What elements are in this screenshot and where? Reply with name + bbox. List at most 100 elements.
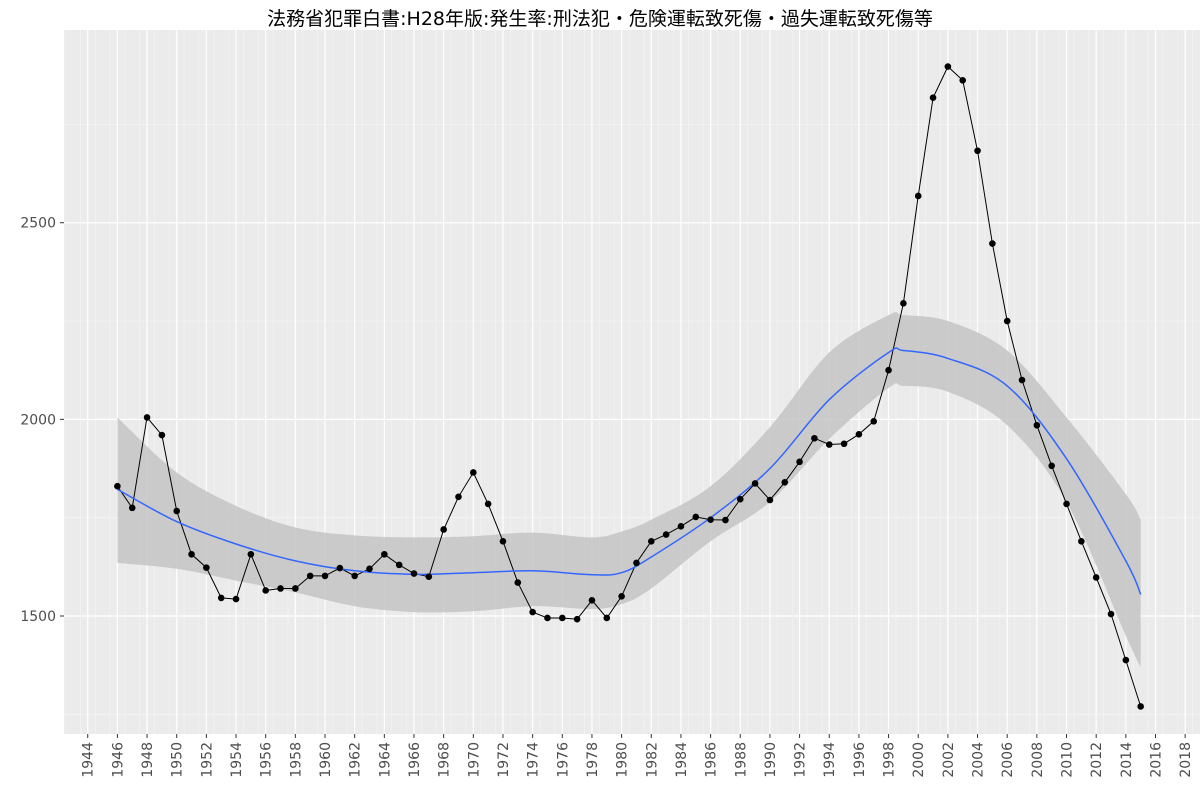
data-point [870, 418, 878, 425]
data-point [381, 550, 388, 558]
x-tick-label: 1970 [466, 742, 482, 778]
data-point [811, 434, 818, 442]
data-point [514, 579, 522, 586]
data-point [588, 596, 596, 604]
data-point [707, 516, 714, 523]
x-tick-label: 1990 [763, 742, 779, 778]
data-point [366, 565, 373, 573]
data-point [544, 614, 551, 622]
x-tick-label: 1950 [170, 742, 186, 778]
x-tick-label: 2010 [1060, 742, 1076, 778]
x-tick-label: 1972 [496, 742, 512, 778]
data-point [944, 63, 952, 70]
x-tick-label: 1960 [318, 742, 334, 778]
data-point [499, 537, 507, 545]
data-point [173, 507, 181, 515]
data-point [321, 572, 329, 580]
x-tick-label: 1966 [407, 742, 423, 778]
data-point [1048, 462, 1055, 470]
data-points [114, 63, 1144, 710]
x-tick-label: 2002 [941, 742, 957, 778]
x-tick-label: 1992 [793, 742, 809, 778]
data-point [292, 585, 299, 592]
data-point [900, 300, 907, 307]
data-point [1122, 656, 1130, 664]
data-point [558, 614, 566, 622]
x-tick-label: 1968 [437, 742, 453, 778]
data-point [736, 495, 744, 503]
chart-title: 法務省犯罪白書:H28年版:発生率:刑法犯・危険運転致死傷・過失運転致死傷等 [267, 8, 933, 30]
x-tick-label: 2008 [1030, 742, 1046, 778]
x-tick-label: 2018 [1178, 742, 1194, 778]
data-point [470, 469, 477, 476]
data-point [662, 531, 670, 538]
data-point [618, 593, 625, 600]
data-point [455, 493, 462, 501]
x-tick-label: 2012 [1089, 742, 1105, 778]
data-point [277, 585, 284, 592]
x-tick-label: 1982 [644, 742, 660, 778]
data-point [262, 587, 269, 594]
data-point [351, 572, 358, 580]
data-point [885, 366, 892, 374]
x-tick-label: 1958 [288, 742, 304, 778]
data-point [1092, 574, 1100, 581]
x-tick-label: 2016 [1149, 742, 1165, 778]
data-point [484, 500, 492, 508]
x-tick-label: 1974 [526, 742, 542, 778]
data-point [128, 504, 136, 512]
y-tick-label: 2500 [20, 216, 56, 232]
data-point [232, 595, 240, 603]
series-line [116, 65, 1142, 707]
data-point [840, 440, 848, 448]
x-tick-label: 1994 [822, 742, 838, 778]
x-tick-label: 1996 [852, 742, 868, 778]
data-point [247, 550, 255, 558]
x-tick-label: 1964 [377, 742, 393, 778]
data-point [855, 431, 863, 438]
data-point [989, 240, 996, 247]
data-point [603, 614, 611, 622]
y-axis: 1500 2000 2500 [20, 216, 64, 625]
data-point [529, 608, 536, 616]
x-tick-label: 1980 [615, 742, 631, 778]
data-point [143, 414, 151, 421]
x-tick-label: 2014 [1119, 742, 1135, 778]
x-tick-label: 2006 [1000, 742, 1016, 778]
data-point [766, 496, 774, 504]
data-point [692, 513, 700, 521]
data-point [425, 573, 433, 580]
data-point [1063, 500, 1070, 508]
data-point [336, 564, 344, 572]
data-point [573, 615, 581, 623]
x-axis: 1944 1946 1948 1950 1952 1954 1956 1958 1960 1962… [81, 734, 1194, 778]
data-point [677, 523, 685, 530]
data-point [1078, 537, 1085, 545]
x-tick-label: 1946 [110, 742, 126, 778]
y-tick-label: 1500 [20, 609, 56, 625]
data-point [1107, 610, 1115, 618]
data-point [825, 441, 833, 448]
data-point [1137, 703, 1144, 710]
data-point [796, 458, 803, 466]
data-point [781, 478, 789, 486]
confidence-band [117, 312, 1141, 668]
x-tick-label: 1984 [674, 742, 690, 778]
data-point [158, 431, 166, 439]
x-tick-label: 2000 [911, 742, 927, 778]
x-tick-label: 1988 [733, 742, 749, 778]
data-point [914, 192, 922, 200]
data-point [306, 572, 314, 580]
x-tick-label: 1944 [81, 742, 97, 778]
smooth-line [117, 347, 1142, 595]
x-tick-label: 1986 [704, 742, 720, 778]
data-point [974, 147, 981, 155]
data-point [1018, 376, 1026, 384]
data-point [633, 559, 640, 567]
x-tick-label: 1998 [882, 742, 898, 778]
data-point [722, 516, 729, 524]
data-point [440, 526, 447, 533]
data-point [929, 94, 937, 101]
data-point [751, 480, 759, 487]
